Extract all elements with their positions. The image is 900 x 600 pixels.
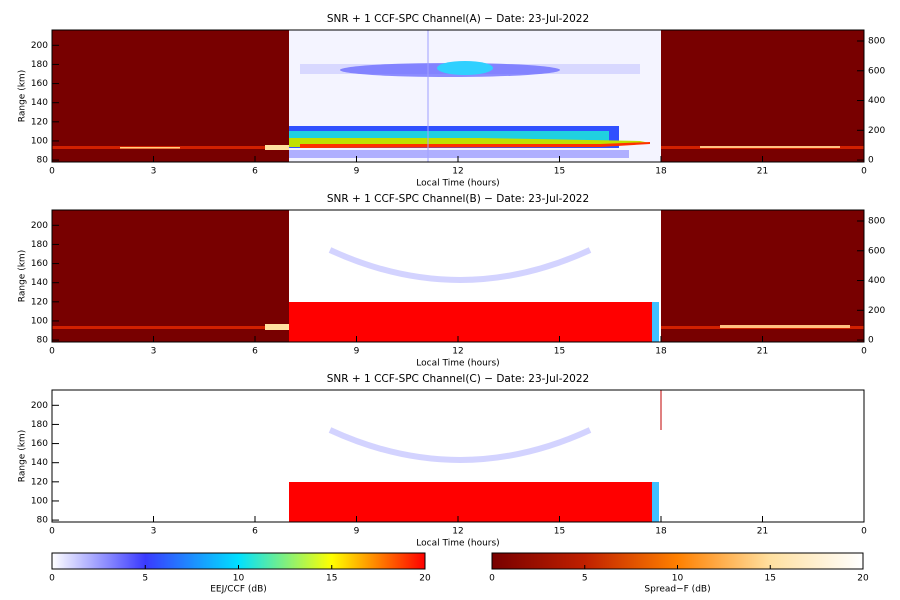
x-tick-label: 9 [354, 347, 360, 357]
y-tick-label: 120 [31, 477, 48, 487]
chart-title: SNR + 1 CCF-SPC Channel(C) − Date: 23-Ju… [327, 373, 589, 385]
x-tick-label: 0 [861, 527, 867, 537]
y-tick-label: 180 [31, 240, 48, 250]
colorbar-tick-label: 0 [489, 574, 495, 584]
y-tick-label: 200 [31, 401, 48, 411]
x-tick-label: 0 [49, 167, 55, 177]
colorbar-tick-label: 5 [142, 574, 148, 584]
x-tick-label: 9 [354, 167, 360, 177]
colorbar-tick-label: 10 [233, 574, 245, 584]
colorbar-tick-label: 20 [857, 574, 869, 584]
colorbar-tick-label: 20 [419, 574, 431, 584]
x-tick-label: 12 [452, 347, 463, 357]
y-tick-label: 120 [31, 117, 48, 127]
y2-tick-label: 0 [868, 336, 874, 346]
y-tick-label: 140 [31, 278, 48, 288]
y2-tick-label: 400 [868, 276, 885, 286]
x-tick-label: 6 [252, 527, 258, 537]
y2-tick-label: 800 [868, 217, 885, 227]
y-tick-label: 80 [37, 156, 49, 166]
colorbar-tick-label: 0 [49, 574, 55, 584]
x-tick-label: 21 [757, 167, 768, 177]
y2-tick-label: 200 [868, 306, 885, 316]
x-tick-label: 15 [554, 167, 565, 177]
x-tick-label: 6 [252, 167, 258, 177]
x-tick-label: 0 [861, 347, 867, 357]
x-tick-label: 18 [655, 527, 667, 537]
y-tick-label: 100 [31, 136, 48, 146]
y2-tick-label: 400 [868, 96, 885, 106]
y-tick-label: 100 [31, 496, 48, 506]
y2-tick-label: 600 [868, 246, 885, 256]
x-tick-label: 0 [861, 167, 867, 177]
y-tick-label: 120 [31, 297, 48, 307]
x-tick-label: 12 [452, 167, 463, 177]
x-tick-label: 9 [354, 527, 360, 537]
y-tick-label: 80 [37, 516, 49, 526]
x-tick-label: 3 [151, 167, 157, 177]
imagery [52, 30, 864, 522]
colorbar-tick-label: 15 [765, 574, 776, 584]
y-axis-label: Range (km) [18, 430, 28, 482]
x-tick-label: 21 [757, 347, 768, 357]
colorbar-tick-label: 10 [672, 574, 684, 584]
y-tick-label: 160 [31, 79, 48, 89]
x-tick-label: 18 [655, 347, 667, 357]
y-tick-label: 140 [31, 98, 48, 108]
chart-title: SNR + 1 CCF-SPC Channel(B) − Date: 23-Ju… [327, 193, 589, 205]
y-tick-label: 180 [31, 60, 48, 70]
colorbar-tick-label: 5 [582, 574, 588, 584]
x-tick-label: 21 [757, 527, 768, 537]
x-axis-label: Local Time (hours) [416, 179, 499, 189]
x-tick-label: 15 [554, 347, 565, 357]
colorbar-tick-label: 15 [326, 574, 337, 584]
x-tick-label: 0 [49, 527, 55, 537]
x-tick-label: 6 [252, 347, 258, 357]
y-tick-label: 160 [31, 259, 48, 269]
colorbar-label: Spread−F (dB) [644, 585, 710, 595]
y-axis-label: Range (km) [18, 70, 28, 122]
x-tick-label: 12 [452, 527, 463, 537]
colorbar-label: EEJ/CCF (dB) [210, 585, 267, 595]
y-tick-label: 140 [31, 458, 48, 468]
y-tick-label: 200 [31, 41, 48, 51]
y-tick-label: 100 [31, 316, 48, 326]
chart-title: SNR + 1 CCF-SPC Channel(A) − Date: 23-Ju… [327, 13, 589, 25]
y-axis-label: Range (km) [18, 250, 28, 302]
x-axis-label: Local Time (hours) [416, 539, 499, 549]
y2-tick-label: 0 [868, 156, 874, 166]
x-tick-label: 0 [49, 347, 55, 357]
y-tick-label: 160 [31, 439, 48, 449]
x-tick-label: 18 [655, 167, 667, 177]
y-tick-label: 200 [31, 221, 48, 231]
x-tick-label: 3 [151, 527, 157, 537]
y2-tick-label: 200 [868, 126, 885, 136]
y-tick-label: 180 [31, 420, 48, 430]
x-tick-label: 3 [151, 347, 157, 357]
y-tick-label: 80 [37, 336, 49, 346]
y2-tick-label: 800 [868, 37, 885, 47]
x-tick-label: 15 [554, 527, 565, 537]
y2-tick-label: 600 [868, 66, 885, 76]
x-axis-label: Local Time (hours) [416, 359, 499, 369]
